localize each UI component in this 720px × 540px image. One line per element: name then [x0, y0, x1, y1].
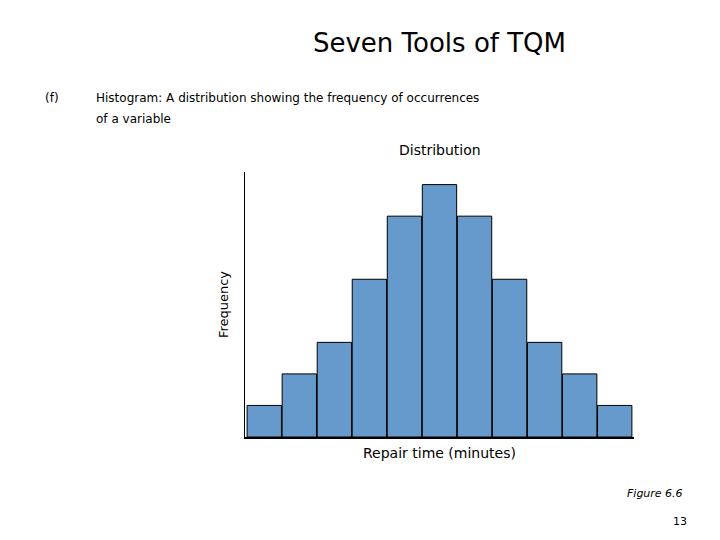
svg-text:Histogram: A distribution show: Histogram: A distribution showing the fr…	[96, 91, 479, 105]
svg-text:Frequency: Frequency	[216, 271, 231, 338]
svg-text:(f): (f)	[45, 91, 59, 105]
svg-text:Figure 6.6: Figure 6.6	[627, 487, 683, 500]
svg-text:Distribution: Distribution	[399, 142, 481, 158]
svg-text:Seven Tools of TQM: Seven Tools of TQM	[313, 28, 566, 58]
svg-text:of a variable: of a variable	[96, 112, 171, 126]
svg-text:13: 13	[673, 515, 687, 528]
svg-text:Repair time (minutes): Repair time (minutes)	[363, 445, 516, 461]
